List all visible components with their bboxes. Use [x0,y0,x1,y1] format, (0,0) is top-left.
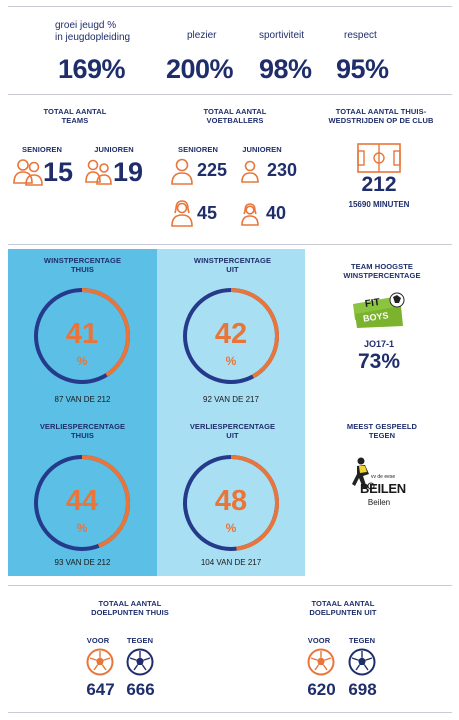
goals-away-title: TOTAAL AANTAL DOELPUNTEN UIT [309,599,377,617]
soccer-ball-orange-icon [307,648,335,676]
ring-unit-win-away: % [225,354,237,368]
ring-progress-arc [34,288,130,384]
teams-senioren-label: SENIOREN [22,145,62,154]
ring-unit-loss-home: % [76,521,88,535]
ring-value-win-away: 42 [214,318,248,350]
stat-value-sportsmanship: 98% [259,54,312,84]
male-senior-icon [171,158,193,185]
female-junior-icon [241,203,259,226]
ring-win-home [34,288,130,384]
players-junioren-label: JUNIOREN [242,145,282,154]
ring-center-win-away: 42 % [180,284,282,388]
goals-home-voor-label: VOOR [86,636,110,645]
ring-center-loss-home: 44 % [31,451,133,555]
soccer-field-icon [357,143,401,173]
ring-caption-loss-away: 104 VAN DE 217 [200,558,262,567]
goals-away-voor-value: 620 [307,680,336,699]
ring-title-win-away: WINSTPERCENTAGE UIT [193,256,272,274]
divider [8,712,452,713]
best-team-name: JO17-1 [363,339,395,349]
goals-home-title: TOTAAL AANTAL DOELPUNTEN THUIS [91,599,169,617]
ring-win-away [183,288,279,384]
female-senior-icon [171,200,193,227]
ring-value-win-home: 41 [65,318,99,350]
players-title: TOTAAL AANTAL VOETBALLERS [203,107,267,125]
players-junioren-female-value: 40 [266,203,287,223]
ring-caption-win-away: 92 VAN DE 217 [203,395,259,404]
ring-caption-win-home: 87 VAN DE 212 [54,395,111,404]
home-matches-value: 212 [361,173,397,196]
beilen-logo-small: vv de eese [371,474,396,480]
divider [8,6,452,7]
home-matches-minutes: 15690 MINUTEN [348,200,410,209]
ring-title-loss-home: VERLIESPERCENTAGE THUIS [39,422,126,440]
stat-value-growth: 169% [58,54,126,84]
teams-title: TOTAAL AANTAL TEAMS [43,107,107,125]
teams-senioren-value: 15 [43,157,74,187]
goals-away-tegen-label: TEGEN [348,636,376,645]
stat-value-respect: 95% [336,54,389,84]
soccer-ball-orange-icon [86,648,114,676]
teams-junioren-label: JUNIOREN [94,145,134,154]
beilen-logo-text: BEILEN [360,481,406,496]
fit-boys-emblem-icon [353,292,405,328]
ring-loss-home [34,455,130,551]
ring-center-loss-away: 48 % [180,451,282,555]
best-team-title: TEAM HOOGSTE WINSTPERCENTAGE [343,262,421,280]
ring-center-win-home: 41 % [31,284,133,388]
players-senioren-male-value: 225 [197,160,228,180]
best-team-value: 73% [357,350,401,373]
most-played-title: MEEST GESPEELD TEGEN [346,422,418,440]
stat-label-sportsmanship: sportiviteit [259,30,305,41]
fit-boys-logo: FIT BOYS [351,292,407,330]
beilen-emblem-icon [352,457,375,490]
beilen-logo: vv de eese BEILEN [349,456,411,498]
divider [8,585,452,586]
ring-value-loss-away: 48 [214,485,248,517]
junior-group-icon [85,159,112,185]
players-junioren-male-value: 230 [267,160,298,180]
ring-unit-loss-away: % [225,521,237,535]
stat-label-growth: groei jeugd % in jeugdopleiding [55,20,131,43]
players-senioren-label: SENIOREN [178,145,218,154]
divider [8,244,452,245]
ring-unit-win-home: % [76,354,88,368]
ring-caption-loss-home: 93 VAN DE 212 [54,558,111,567]
soccer-ball-navy-icon [348,648,376,676]
goals-home-tegen-label: TEGEN [126,636,154,645]
ring-title-win-home: WINSTPERCENTAGE THUIS [43,256,122,274]
goals-home-voor-value: 647 [86,680,115,699]
ring-loss-away [183,455,279,551]
goals-away-tegen-value: 698 [348,680,377,699]
ring-progress-arc [183,288,279,384]
soccer-ball-navy-icon [126,648,154,676]
ring-value-loss-home: 44 [65,485,99,517]
male-junior-icon [241,160,259,183]
players-senioren-female-value: 45 [197,203,218,223]
fit-boys-logo-top: FIT [364,297,381,310]
stat-label-fun: plezier [187,30,217,41]
teams-junioren-value: 19 [113,157,144,187]
ring-progress-arc [34,455,130,551]
goals-home-tegen-value: 666 [126,680,155,699]
ring-title-loss-away: VERLIESPERCENTAGE UIT [189,422,276,440]
most-played-name: Beilen [367,498,391,507]
panel-home [8,249,157,576]
goals-away-voor-label: VOOR [307,636,331,645]
senior-group-icon [13,159,43,186]
ring-progress-arc [183,455,279,551]
panel-away [157,249,305,576]
stat-label-respect: respect [344,30,377,41]
home-matches-title: TOTAAL AANTAL THUIS- WEDSTRIJDEN OP DE C… [328,107,434,125]
divider [8,94,452,95]
stat-value-fun: 200% [166,54,234,84]
